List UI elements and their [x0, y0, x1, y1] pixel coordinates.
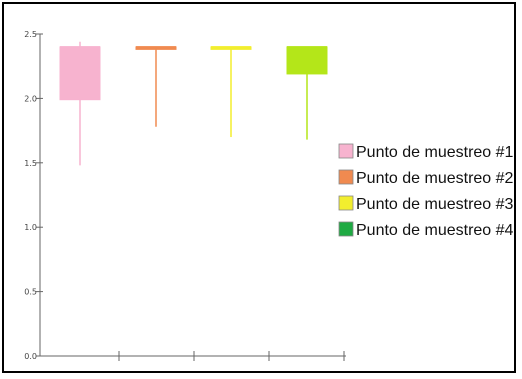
- legend-label: Punto de muestreo #2: [356, 170, 514, 187]
- legend-label: Punto de muestreo #4: [356, 222, 514, 239]
- legend-swatch: [338, 221, 354, 237]
- legend-swatch: [338, 169, 354, 185]
- y-tick-label: 1.5: [24, 159, 37, 168]
- legend-label: Punto de muestreo #1: [356, 144, 514, 161]
- y-tick-label: 2.5: [24, 30, 37, 39]
- legend-swatch: [338, 143, 354, 159]
- box-1: [59, 46, 101, 101]
- y-tick-label: 0.5: [24, 288, 37, 297]
- box-4: [286, 46, 328, 75]
- y-tick-label: 1.0: [24, 223, 37, 232]
- legend-label: Punto de muestreo #3: [356, 196, 514, 213]
- y-tick-label: 0.0: [24, 352, 37, 361]
- y-tick-label: 2.0: [24, 94, 37, 103]
- legend-swatch: [338, 195, 354, 211]
